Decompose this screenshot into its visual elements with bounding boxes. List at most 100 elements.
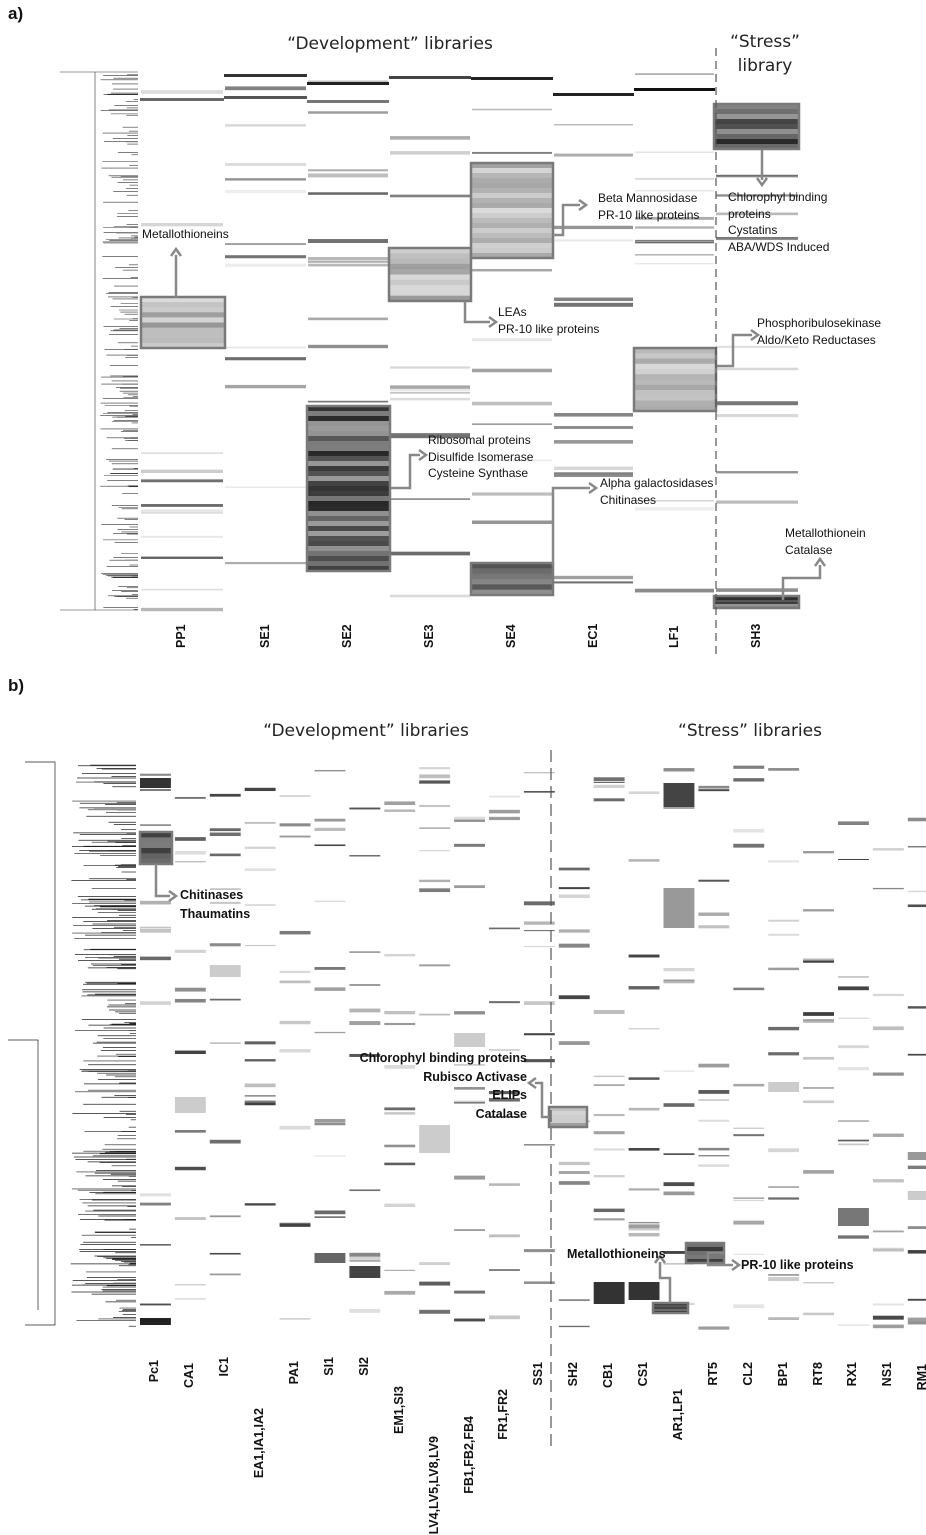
heat-row-FR1,FR2 [489,795,520,798]
heat-row-CA1 [174,1284,206,1286]
heat-row-LV4,LV5,LV8,LV9 [419,964,451,967]
heat-row-CL2 [733,778,765,782]
heat-row-CA1 [174,850,206,855]
heat-row-PA1 [279,835,311,838]
heat-row-SE1 [225,486,306,488]
heat-row-SE3 [390,498,470,500]
heat-row-CB1 [593,1208,625,1213]
heat-band [307,82,389,85]
heat-row-IC1 [209,888,241,890]
heat-row-FR1,FR2 [489,1001,520,1004]
heat-row-EC1 [554,440,633,444]
heat-row-CS1 [628,986,660,990]
heat-row-BP1 [768,1277,800,1282]
heat-row-CS1 [628,1107,660,1111]
heat-row-EM1,SI3 [384,1064,416,1069]
heat-row-CA1 [174,1166,206,1171]
heat-row-EA1,IA1,IA2 [244,904,276,906]
column-label-SI2: SI2 [356,1356,371,1376]
heat-row-SE4 [472,338,552,342]
heat-row-Pc1 [140,929,171,933]
panel-a-stress-title-line1: “Stress” [730,32,800,52]
heat-row-SE3 [390,194,470,198]
annotation-metallothioneins-b: Metallothioneins [567,1247,666,1261]
heat-row-NS1 [872,1026,904,1031]
cluster-sh2 [547,1105,589,1129]
arrowhead-a [588,481,599,495]
heat-row-EM1,SI3 [384,1269,416,1271]
heat-band [553,93,634,96]
heat-row-SI1 [314,987,346,991]
heat-row-RT5 [698,1119,730,1122]
heat-row-PP1 [141,504,223,507]
heat-row-AR1,LP1 [663,980,695,984]
heat-block-FB1,FB2,FB4 [454,1033,485,1047]
heat-row-SH2 [558,1171,590,1175]
column-label-RT5: RT5 [705,1361,720,1386]
heat-row-CB1 [593,1218,625,1221]
column-label-CB1: CB1 [601,1363,616,1389]
heat-row-EM1,SI3 [384,1112,416,1115]
panel-b-development-title: “Development” libraries [263,721,469,741]
heat-row-FB1,FB2,FB4 [454,1101,485,1104]
heat-row-SE3 [390,391,470,394]
heat-row-FB1,FB2,FB4 [454,1175,485,1180]
heat-row-SI2 [349,1259,381,1262]
heat-row-SS1 [523,791,555,793]
heat-row-FR1,FR2 [489,1049,520,1052]
heat-block-RX1 [838,1208,869,1226]
heat-row-LF1 [635,151,714,153]
heat-row-EM1,SI3 [384,1162,416,1166]
heat-row-LV4,LV5,LV8,LV9 [419,767,451,770]
heat-row-PP1 [141,512,223,514]
cluster-se2 [305,404,392,573]
heatmap-a [60,48,827,655]
heat-row-Pc1 [140,1202,171,1206]
heat-row-NS1 [872,848,904,851]
heat-row-CL2 [733,765,765,769]
heat-row-SE3 [390,433,470,436]
heat-row-SI1 [314,827,346,831]
heat-row-Pc1 [140,824,171,826]
heat-row-FR1,FR2 [489,1269,520,1271]
heat-row-SE1 [225,346,306,349]
heat-row-CL2 [733,1083,765,1087]
heat-row-PA1 [279,1223,311,1227]
heat-band [140,98,224,101]
heat-row-CA1 [174,949,206,953]
heat-block-BP1 [768,1082,800,1092]
annotation-metallothioneins: Metallothioneins [142,227,229,241]
panel-a-label: a) [8,4,24,23]
heat-row-SI1 [314,967,346,970]
heat-row-SE3 [390,385,470,389]
arrowhead-a [488,315,499,329]
heat-row-PA1 [279,823,311,827]
heat-row-RT5 [698,789,730,792]
heat-row-CS1 [628,1188,660,1191]
heat-row-RM1 [907,1317,926,1322]
heat-row-IC1 [209,1215,241,1218]
heat-block-CB1 [593,1282,625,1304]
heat-row-RM1 [907,1226,926,1230]
heat-row-NS1 [872,1072,904,1076]
arrowhead-b [168,889,179,903]
heat-row-SE2 [308,344,388,349]
column-label-IC1: IC1 [217,1357,232,1377]
heat-row-SS1 [523,1144,555,1146]
heat-row-IC1 [209,832,241,837]
heat-row-SH2 [558,1161,590,1166]
heat-row-RT5 [698,925,730,929]
heat-block-IC1 [209,965,241,977]
heat-band [224,96,307,99]
heat-row-SE1 [225,263,306,267]
arrows-b [154,864,742,1303]
heat-row-BP1 [768,1148,800,1153]
heat-row-RT8 [803,851,834,854]
heat-row-NS1 [872,887,904,890]
heat-row-FB1,FB2,FB4 [454,885,485,889]
heat-row-LV4,LV5,LV8,LV9 [419,888,451,893]
heat-row-SH2 [558,1299,590,1302]
heat-row-SE2 [308,111,388,114]
heat-row-RM1 [907,1321,926,1325]
column-label-LV4,LV5,LV8,LV9: LV4,LV5,LV8,LV9 [426,1436,441,1535]
